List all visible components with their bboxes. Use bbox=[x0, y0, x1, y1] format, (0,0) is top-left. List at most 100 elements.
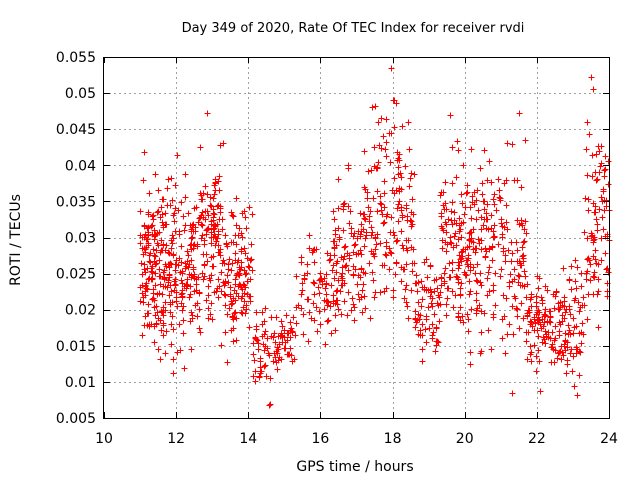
data-point bbox=[535, 333, 542, 340]
data-point bbox=[200, 276, 207, 283]
data-point bbox=[188, 257, 195, 264]
data-point bbox=[539, 297, 546, 304]
data-point bbox=[418, 303, 425, 310]
data-point bbox=[449, 199, 456, 206]
data-point bbox=[335, 277, 342, 284]
data-point bbox=[394, 205, 401, 212]
data-point bbox=[456, 262, 463, 269]
data-point bbox=[409, 221, 416, 228]
data-point bbox=[196, 325, 203, 332]
data-point bbox=[138, 260, 145, 267]
data-point bbox=[583, 146, 590, 153]
data-point bbox=[157, 356, 164, 363]
data-point bbox=[208, 240, 215, 247]
data-point bbox=[239, 310, 246, 317]
data-point bbox=[599, 214, 606, 221]
data-point bbox=[590, 86, 597, 93]
data-point bbox=[595, 261, 602, 268]
data-point bbox=[497, 273, 504, 280]
data-point bbox=[467, 267, 474, 274]
data-point bbox=[421, 259, 428, 266]
data-point bbox=[478, 282, 485, 289]
data-point bbox=[323, 271, 330, 278]
data-point bbox=[365, 168, 372, 175]
data-point bbox=[299, 287, 306, 294]
data-point bbox=[168, 321, 175, 328]
data-point bbox=[211, 211, 218, 218]
data-point bbox=[156, 266, 163, 273]
data-point bbox=[305, 338, 312, 345]
data-point bbox=[500, 292, 507, 299]
data-point bbox=[491, 233, 498, 240]
data-point bbox=[437, 289, 444, 296]
data-point bbox=[279, 333, 286, 340]
y-tick-label: 0.025 bbox=[56, 267, 96, 283]
data-point bbox=[458, 191, 465, 198]
data-point bbox=[231, 310, 238, 317]
data-point bbox=[281, 345, 288, 352]
data-point bbox=[171, 218, 178, 225]
y-tick-label: 0.005 bbox=[56, 411, 96, 427]
data-point bbox=[481, 147, 488, 154]
data-point bbox=[275, 357, 282, 364]
data-point bbox=[468, 146, 475, 153]
data-point bbox=[203, 231, 210, 238]
data-point bbox=[431, 288, 438, 295]
data-point bbox=[340, 227, 347, 234]
data-point bbox=[390, 97, 397, 104]
data-point bbox=[262, 328, 269, 335]
data-point bbox=[169, 197, 176, 204]
data-point bbox=[399, 212, 406, 219]
data-point bbox=[341, 200, 348, 207]
data-point bbox=[533, 353, 540, 360]
data-point bbox=[488, 179, 495, 186]
data-point bbox=[585, 207, 592, 214]
data-point bbox=[163, 328, 170, 335]
data-point bbox=[458, 234, 465, 241]
data-point bbox=[598, 160, 605, 167]
data-point bbox=[488, 346, 495, 353]
data-point bbox=[399, 123, 406, 130]
data-point bbox=[580, 331, 587, 338]
data-point bbox=[419, 321, 426, 328]
data-point bbox=[205, 225, 212, 232]
data-point bbox=[578, 340, 585, 347]
data-point bbox=[221, 291, 228, 298]
data-point bbox=[264, 335, 271, 342]
data-point bbox=[537, 388, 544, 395]
data-point bbox=[587, 261, 594, 268]
data-point bbox=[451, 233, 458, 240]
data-point bbox=[434, 285, 441, 292]
data-point bbox=[409, 268, 416, 275]
data-point bbox=[196, 306, 203, 313]
data-point bbox=[573, 323, 580, 330]
data-point bbox=[247, 257, 254, 264]
y-tick-label: 0.05 bbox=[65, 86, 96, 102]
data-point bbox=[492, 270, 499, 277]
data-point bbox=[170, 251, 177, 258]
data-point bbox=[172, 205, 179, 212]
data-point bbox=[576, 372, 583, 379]
data-point bbox=[235, 232, 242, 239]
data-point bbox=[403, 202, 410, 209]
data-point bbox=[383, 252, 390, 259]
data-point bbox=[495, 241, 502, 248]
data-point bbox=[211, 191, 218, 198]
data-point bbox=[417, 312, 424, 319]
data-point bbox=[433, 324, 440, 331]
data-point bbox=[246, 264, 253, 271]
data-point bbox=[188, 309, 195, 316]
data-point bbox=[344, 312, 351, 319]
data-point bbox=[585, 196, 592, 203]
data-point bbox=[199, 196, 206, 203]
data-point bbox=[456, 215, 463, 222]
data-point bbox=[593, 177, 600, 184]
data-point bbox=[334, 287, 341, 294]
data-point bbox=[576, 308, 583, 315]
data-point bbox=[233, 241, 240, 248]
data-point bbox=[192, 228, 199, 235]
data-point bbox=[268, 333, 275, 340]
data-point bbox=[481, 206, 488, 213]
data-point bbox=[509, 278, 516, 285]
data-point bbox=[415, 279, 422, 286]
